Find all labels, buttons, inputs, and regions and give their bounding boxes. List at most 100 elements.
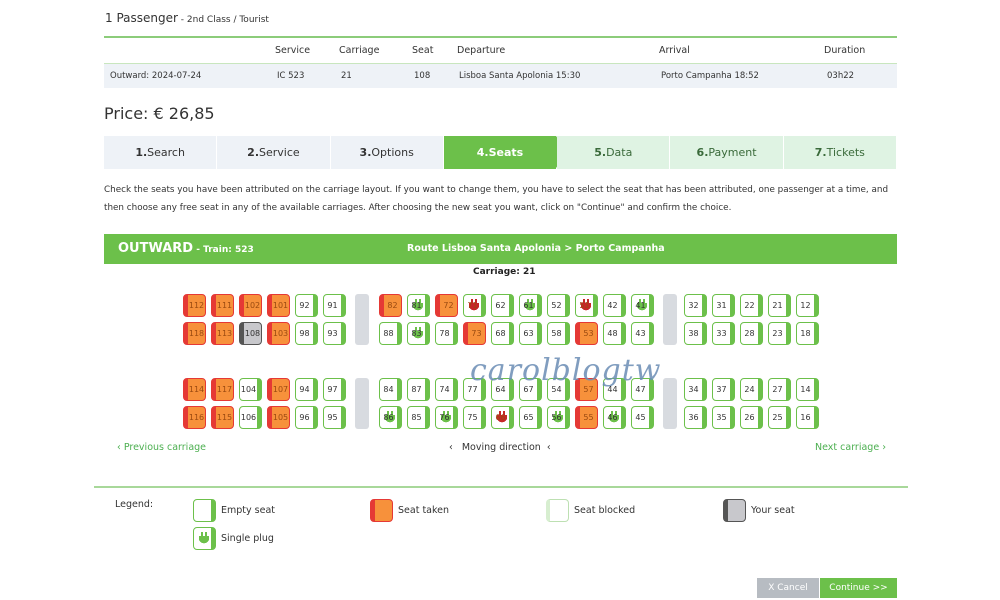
seat-41[interactable]: 41 <box>631 294 654 317</box>
seat-94[interactable]: 94 <box>295 378 318 401</box>
seat-67[interactable]: 67 <box>519 378 542 401</box>
seat-number: 33 <box>716 329 727 338</box>
seat-38[interactable]: 38 <box>684 322 707 345</box>
seat-95[interactable]: 95 <box>323 406 346 429</box>
seat-81[interactable]: 81 <box>407 294 430 317</box>
seat-86[interactable]: 86 <box>379 406 402 429</box>
seat-65[interactable]: 65 <box>519 406 542 429</box>
seat-78[interactable]: 78 <box>435 322 458 345</box>
seat-32[interactable]: 32 <box>684 294 707 317</box>
seat-44[interactable]: 44 <box>603 378 626 401</box>
seat-46[interactable]: 46 <box>603 406 626 429</box>
seat-104[interactable]: 104 <box>239 378 262 401</box>
seat-number: 67 <box>523 385 534 394</box>
seat-number: 18 <box>800 329 811 338</box>
seat-63[interactable]: 63 <box>519 322 542 345</box>
seat-98[interactable]: 98 <box>295 322 318 345</box>
seat-number: 53 <box>583 329 594 338</box>
legend-label: Empty seat <box>221 505 275 516</box>
previous-carriage-link[interactable]: ‹ Previous carriage <box>117 442 206 453</box>
row-seat: 108 <box>414 71 431 81</box>
seat-52[interactable]: 52 <box>547 294 570 317</box>
seat-96[interactable]: 96 <box>295 406 318 429</box>
seat-88[interactable]: 88 <box>379 322 402 345</box>
seat-14[interactable]: 14 <box>796 378 819 401</box>
seat-58[interactable]: 58 <box>547 322 570 345</box>
continue-button[interactable]: Continue >> <box>820 578 897 598</box>
seat-number: 31 <box>716 301 727 310</box>
seat-12[interactable]: 12 <box>796 294 819 317</box>
seat-26[interactable]: 26 <box>740 406 763 429</box>
aisle-divider <box>355 294 369 345</box>
seat-108[interactable]: 108 <box>239 322 262 345</box>
seat-16[interactable]: 16 <box>796 406 819 429</box>
seat-number: 105 <box>272 413 289 422</box>
seat-97[interactable]: 97 <box>323 378 346 401</box>
seat-74[interactable]: 74 <box>435 378 458 401</box>
seat-77[interactable]: 77 <box>463 378 486 401</box>
outward-route: Route Lisboa Santa Apolonia > Porto Camp… <box>407 243 665 254</box>
chevron-left-icon: ‹ <box>117 442 124 453</box>
seat-85[interactable]: 85 <box>407 406 430 429</box>
seat-84[interactable]: 84 <box>379 378 402 401</box>
seat-91[interactable]: 91 <box>323 294 346 317</box>
seat-36[interactable]: 36 <box>684 406 707 429</box>
step-number: 6. <box>696 146 709 159</box>
seat-35[interactable]: 35 <box>712 406 735 429</box>
seat-23[interactable]: 23 <box>768 322 791 345</box>
seat-75[interactable]: 75 <box>463 406 486 429</box>
seat-31[interactable]: 31 <box>712 294 735 317</box>
step-options[interactable]: 3. Options <box>330 136 443 169</box>
seat-92[interactable]: 92 <box>295 294 318 317</box>
seat-number: 88 <box>383 329 394 338</box>
seat-24[interactable]: 24 <box>740 378 763 401</box>
legend-item-blocked: Seat blocked <box>546 499 635 522</box>
seat-21[interactable]: 21 <box>768 294 791 317</box>
chevron-left-icon: ‹ <box>540 442 551 453</box>
seat-47[interactable]: 47 <box>631 378 654 401</box>
seat-76[interactable]: 76 <box>435 406 458 429</box>
seat-56[interactable]: 56 <box>547 406 570 429</box>
seat-number: 116 <box>188 413 205 422</box>
seat-number: 82 <box>387 301 398 310</box>
seat-number: 83 <box>411 329 422 338</box>
next-carriage-link[interactable]: Next carriage › <box>815 442 886 453</box>
legend-seat-icon <box>193 527 216 550</box>
seat-64[interactable]: 64 <box>491 378 514 401</box>
seat-number: 101 <box>272 301 289 310</box>
seat-37[interactable]: 37 <box>712 378 735 401</box>
seat-instructions: Check the seats you have been attributed… <box>104 185 889 213</box>
seat-106[interactable]: 106 <box>239 406 262 429</box>
seat-48[interactable]: 48 <box>603 322 626 345</box>
seat-115: 115 <box>211 406 234 429</box>
aisle-divider <box>663 294 677 345</box>
seat-number: 107 <box>272 385 289 394</box>
seat-45[interactable]: 45 <box>631 406 654 429</box>
step-service[interactable]: 2. Service <box>217 136 330 169</box>
seat-number: 62 <box>495 301 506 310</box>
seat-83[interactable]: 83 <box>407 322 430 345</box>
seat-43[interactable]: 43 <box>631 322 654 345</box>
seat-number: 35 <box>716 413 727 422</box>
seat-27[interactable]: 27 <box>768 378 791 401</box>
seat-93[interactable]: 93 <box>323 322 346 345</box>
seat-87[interactable]: 87 <box>407 378 430 401</box>
seat-22[interactable]: 22 <box>740 294 763 317</box>
seat-34[interactable]: 34 <box>684 378 707 401</box>
seat-number: 43 <box>635 329 646 338</box>
seat-18[interactable]: 18 <box>796 322 819 345</box>
seat-54[interactable]: 54 <box>547 378 570 401</box>
seat-number: 52 <box>551 301 562 310</box>
seat-28[interactable]: 28 <box>740 322 763 345</box>
seat-number: 114 <box>188 385 205 394</box>
seat-61[interactable]: 61 <box>519 294 542 317</box>
step-search[interactable]: 1. Search <box>104 136 217 169</box>
seat-42[interactable]: 42 <box>603 294 626 317</box>
legend-label: Your seat <box>751 505 795 516</box>
seat-25[interactable]: 25 <box>768 406 791 429</box>
seat-62[interactable]: 62 <box>491 294 514 317</box>
seat-33[interactable]: 33 <box>712 322 735 345</box>
seat-68[interactable]: 68 <box>491 322 514 345</box>
seat-number: 73 <box>471 329 482 338</box>
cancel-button[interactable]: X Cancel <box>757 578 819 598</box>
